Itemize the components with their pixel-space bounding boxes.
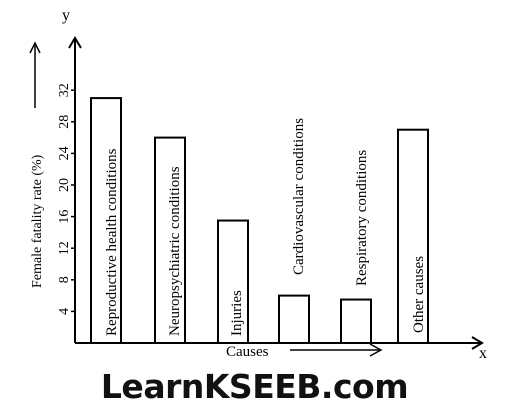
y-tick-label: 24 — [57, 146, 72, 160]
bar — [397, 128, 429, 344]
y-tick-label: 32 — [57, 83, 72, 97]
y-tick-label: 20 — [57, 178, 72, 192]
bar-chart: y x Female fatality rate (%) Causes 4 8 12 16 2… — [29, 7, 487, 362]
y-tick-label: 28 — [57, 115, 72, 129]
y-tick-label: 12 — [57, 241, 72, 255]
y-axis-label: Female fatality rate (%) — [30, 154, 45, 288]
y-tick-label: 4 — [57, 308, 72, 315]
x-axis-arrow — [471, 336, 484, 350]
bar — [217, 219, 249, 344]
bar — [90, 97, 122, 344]
bars — [90, 97, 429, 345]
y-tick-label: 8 — [57, 276, 72, 283]
watermark: LearnKSEEB.com — [100, 367, 409, 406]
x-axis-letter: x — [479, 345, 487, 362]
bar — [278, 294, 310, 345]
y-ticks: 4 8 12 16 20 24 28 32 — [57, 83, 75, 315]
x-axis-label: Causes — [226, 344, 269, 360]
y-tick-label: 16 — [57, 210, 72, 224]
bar-labels: Reproductive health conditions Neuropsych… — [104, 118, 427, 336]
bar — [340, 298, 372, 344]
y-label-arrow-head — [29, 41, 41, 54]
bar-label: Reproductive health conditions — [104, 148, 120, 336]
bar-label: Respiratory conditions — [354, 150, 370, 286]
y-axis-arrow — [68, 36, 82, 49]
x-label-arrow-head — [369, 343, 383, 357]
bar-label: Other causes — [411, 256, 427, 333]
bar — [154, 136, 186, 344]
bar-label: Neuropsychiatric conditions — [167, 166, 183, 336]
y-axis-letter: y — [62, 7, 70, 24]
bar-label: Injuries — [229, 290, 245, 336]
bar-label: Cardiovascular conditions — [291, 118, 307, 275]
